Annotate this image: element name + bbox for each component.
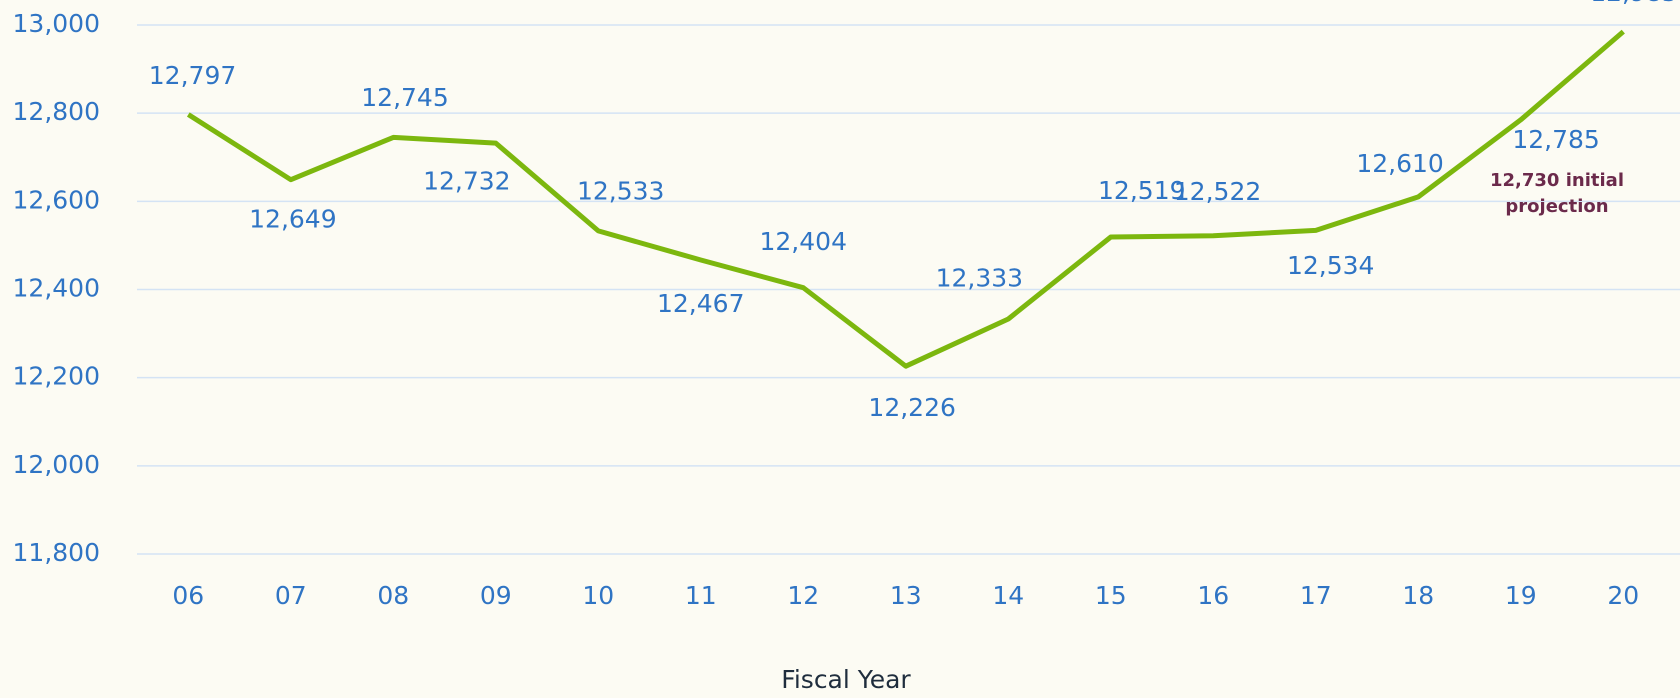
x-tick-label: 12	[787, 581, 819, 610]
data-label: 12,467	[657, 289, 744, 318]
y-tick-label: 12,800	[13, 97, 100, 126]
x-tick-label: 10	[582, 581, 614, 610]
annotation-value: 12,730	[1490, 170, 1560, 191]
x-tick-label: 08	[377, 581, 409, 610]
x-axis-title: Fiscal Year	[781, 665, 911, 694]
x-tick-label: 16	[1197, 581, 1229, 610]
annotation: 12,730 initial projection	[1487, 168, 1627, 220]
series-line	[186, 29, 1625, 369]
x-tick-label: 07	[275, 581, 307, 610]
y-tick-label: 13,000	[13, 9, 100, 38]
data-label: 12,985	[1590, 0, 1677, 7]
x-tick-label: 11	[685, 581, 717, 610]
data-label: 12,610	[1356, 149, 1443, 178]
annotation-text: initial projection	[1505, 170, 1624, 217]
x-tick-label: 14	[992, 581, 1024, 610]
data-label: 12,797	[149, 61, 236, 90]
x-tick-label: 17	[1300, 581, 1332, 610]
data-label: 12,745	[361, 83, 448, 112]
x-tick-label: 09	[480, 581, 512, 610]
data-label: 12,649	[249, 204, 336, 233]
data-label: 12,519	[1098, 176, 1185, 205]
data-label: 12,785	[1512, 125, 1599, 154]
x-tick-label: 15	[1095, 581, 1127, 610]
y-tick-label: 12,000	[13, 450, 100, 479]
data-label: 12,533	[577, 176, 664, 205]
x-tick-label: 18	[1402, 581, 1434, 610]
data-label: 12,333	[936, 263, 1023, 292]
y-tick-label: 12,400	[13, 274, 100, 303]
x-tick-label: 13	[890, 581, 922, 610]
x-tick-label: 06	[172, 581, 204, 610]
y-tick-label: 12,600	[13, 185, 100, 214]
data-label: 12,732	[423, 167, 510, 196]
x-tick-label: 19	[1505, 581, 1537, 610]
data-label: 12,522	[1174, 177, 1261, 206]
x-tick-label: 20	[1607, 581, 1639, 610]
data-label: 12,226	[868, 393, 955, 422]
y-tick-label: 12,200	[13, 362, 100, 391]
data-label: 12,534	[1287, 251, 1374, 280]
data-label: 12,404	[760, 227, 847, 256]
y-tick-label: 11,800	[13, 538, 100, 567]
